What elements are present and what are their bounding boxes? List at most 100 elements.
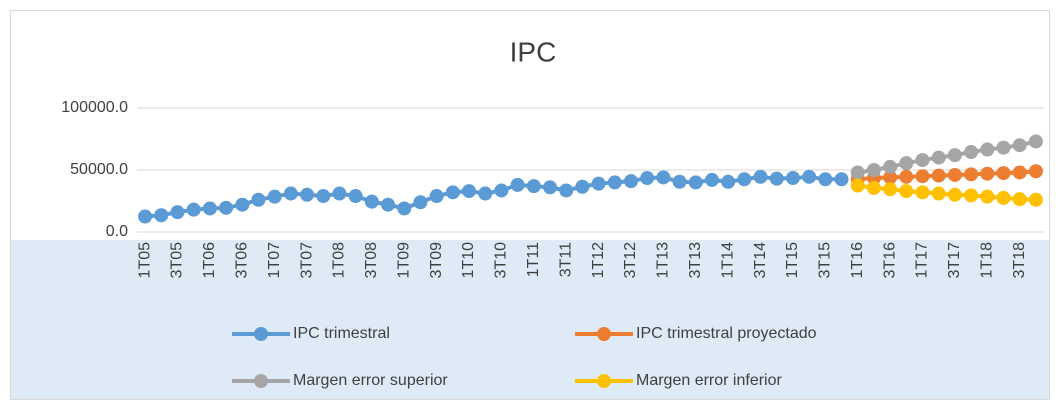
point xyxy=(947,167,962,182)
point xyxy=(300,187,315,202)
point xyxy=(1012,165,1027,180)
lower-band xyxy=(11,240,1049,399)
point xyxy=(559,183,574,198)
x-tick-label: 1T08 xyxy=(331,242,348,279)
x-tick-label: 3T09 xyxy=(428,242,445,279)
point xyxy=(397,201,412,216)
point xyxy=(915,169,930,184)
point xyxy=(267,189,282,204)
x-tick-label: 3T15 xyxy=(817,242,834,279)
x-tick-label: 3T18 xyxy=(1011,242,1028,279)
point xyxy=(429,189,444,204)
x-tick-label: 1T15 xyxy=(784,242,801,279)
point xyxy=(688,175,703,190)
point xyxy=(251,192,266,207)
point xyxy=(931,186,946,201)
x-tick-label: 1T06 xyxy=(201,242,218,279)
point xyxy=(623,174,638,189)
point xyxy=(883,182,898,197)
legend-label: IPC trimestral proyectado xyxy=(636,325,817,342)
point xyxy=(154,208,169,223)
x-tick-label: 3T07 xyxy=(298,242,315,279)
point xyxy=(947,148,962,163)
point xyxy=(834,172,849,187)
x-tick-label: 1T11 xyxy=(525,242,542,277)
x-tick-label: 3T06 xyxy=(233,242,250,279)
point xyxy=(462,184,477,199)
point xyxy=(381,197,396,212)
point xyxy=(802,169,817,184)
x-tick-label: 1T10 xyxy=(460,242,477,279)
legend-swatch xyxy=(254,327,268,341)
point xyxy=(575,179,590,194)
legend-label: Margen error inferior xyxy=(636,372,783,389)
point xyxy=(526,179,541,194)
point xyxy=(445,185,460,200)
point xyxy=(1028,134,1043,149)
x-tick-label: 3T17 xyxy=(946,242,963,279)
x-tick-label: 3T13 xyxy=(687,242,704,279)
point xyxy=(1028,164,1043,179)
point xyxy=(996,140,1011,155)
point xyxy=(899,156,914,171)
point xyxy=(543,180,558,195)
legend-label: IPC trimestral xyxy=(293,325,390,342)
point xyxy=(931,150,946,165)
point xyxy=(672,174,687,189)
x-tick-label: 3T14 xyxy=(752,242,769,279)
y-tick-label: 100000.0 xyxy=(61,99,128,116)
point xyxy=(413,195,428,210)
x-tick-label: 1T18 xyxy=(979,242,996,279)
point xyxy=(931,168,946,183)
x-tick-label: 3T12 xyxy=(622,242,639,279)
x-tick-label: 1T07 xyxy=(266,242,283,279)
point xyxy=(947,187,962,202)
x-tick-label: 1T05 xyxy=(136,242,153,279)
point xyxy=(818,172,833,187)
point xyxy=(785,171,800,186)
point xyxy=(1012,192,1027,207)
point xyxy=(721,174,736,189)
point xyxy=(753,169,768,184)
x-tick-label: 3T10 xyxy=(493,242,510,279)
legend-swatch xyxy=(254,374,268,388)
x-tick-label: 3T11 xyxy=(557,242,574,277)
point xyxy=(1012,138,1027,153)
point xyxy=(883,159,898,174)
chart-title: IPC xyxy=(510,36,557,67)
x-tick-label: 1T09 xyxy=(395,242,412,279)
point xyxy=(510,177,525,192)
legend-label: Margen error superior xyxy=(293,372,448,389)
x-tick-label: 1T16 xyxy=(849,242,866,279)
point xyxy=(899,184,914,199)
x-tick-label: 3T16 xyxy=(881,242,898,279)
point xyxy=(591,176,606,191)
point xyxy=(964,167,979,182)
point xyxy=(899,169,914,184)
point xyxy=(704,172,719,187)
point xyxy=(964,188,979,203)
point xyxy=(364,194,379,209)
x-tick-label: 3T05 xyxy=(169,242,186,279)
legend-swatch xyxy=(597,327,611,341)
x-tick-label: 3T08 xyxy=(363,242,380,279)
point xyxy=(915,153,930,168)
point xyxy=(186,202,201,217)
point xyxy=(656,170,671,185)
y-tick-label: 0.0 xyxy=(106,223,128,240)
point xyxy=(996,190,1011,205)
x-tick-label: 1T12 xyxy=(590,242,607,279)
point xyxy=(915,185,930,200)
point xyxy=(283,186,298,201)
point xyxy=(866,163,881,177)
legend-swatch xyxy=(597,374,611,388)
point xyxy=(170,205,185,220)
point xyxy=(332,186,347,201)
point xyxy=(850,165,865,180)
point xyxy=(316,189,331,204)
point xyxy=(964,145,979,160)
point xyxy=(980,166,995,181)
point xyxy=(607,175,622,190)
